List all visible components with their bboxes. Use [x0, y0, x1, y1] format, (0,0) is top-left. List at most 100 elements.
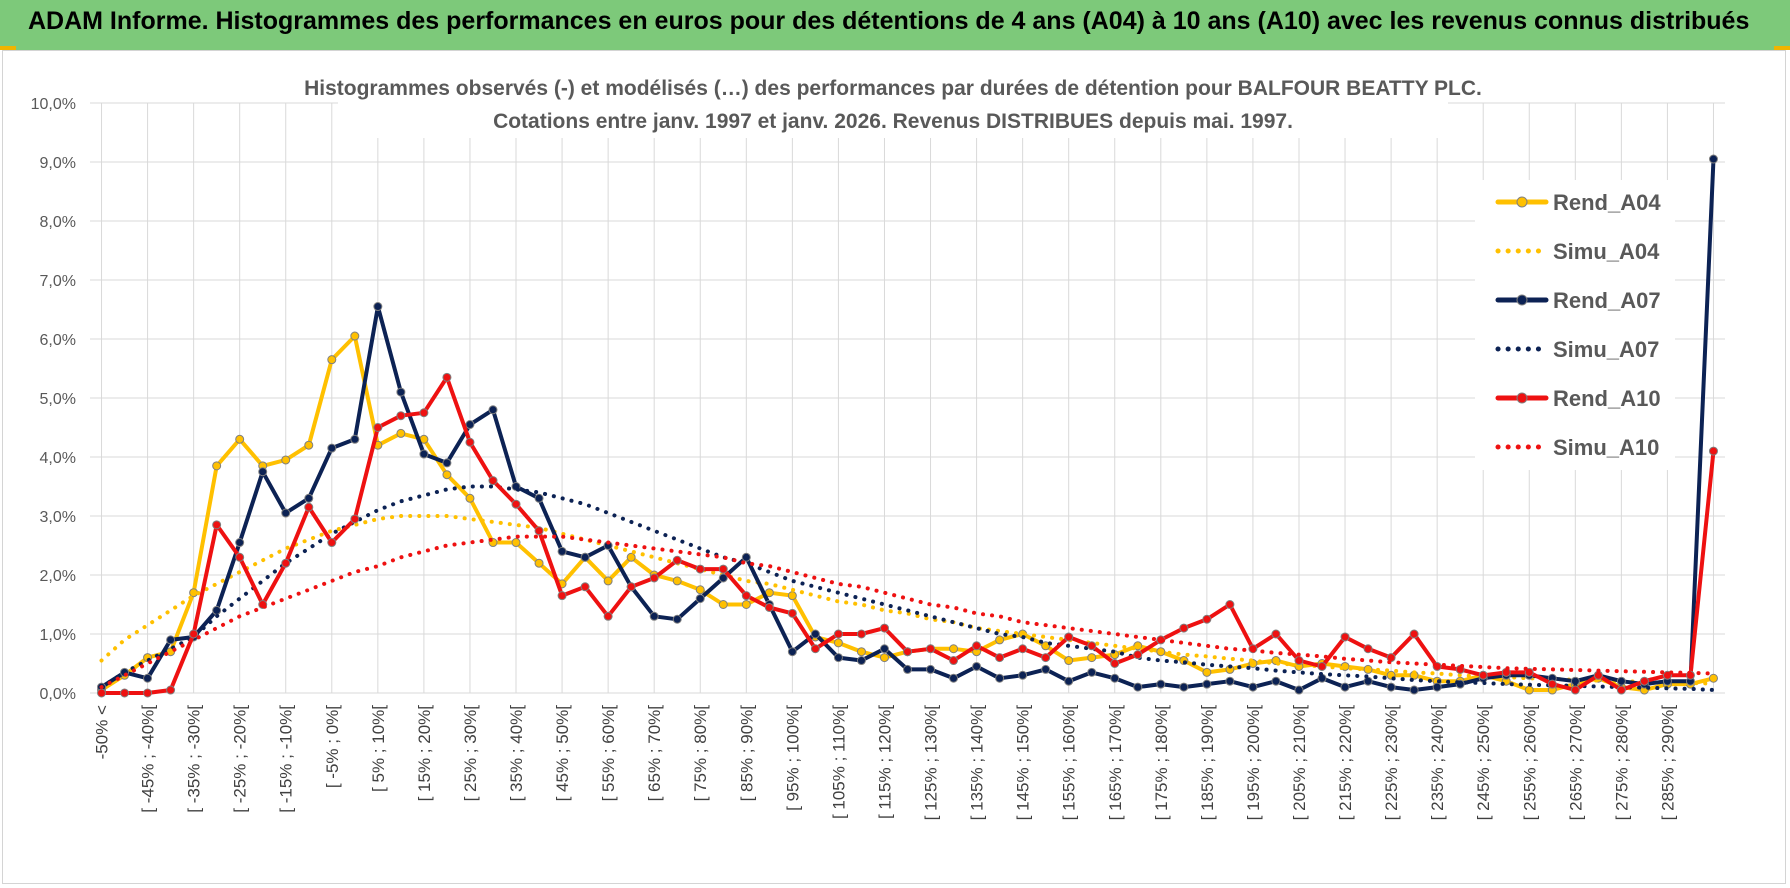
data-point-rend-a04 — [281, 455, 291, 465]
data-point-rend-a10 — [1087, 641, 1097, 651]
data-point-rend-a10 — [810, 644, 820, 654]
data-point-rend-a10 — [1202, 614, 1212, 624]
y-tick-label: 1,0% — [40, 627, 76, 644]
title-background — [338, 68, 1448, 138]
data-point-rend-a10 — [1524, 667, 1534, 677]
data-point-rend-a07 — [718, 573, 728, 583]
data-point-rend-a10 — [1018, 644, 1028, 654]
data-point-rend-a10 — [1478, 670, 1488, 680]
data-point-rend-a10 — [97, 688, 107, 698]
data-point-rend-a10 — [787, 608, 797, 618]
data-point-rend-a07 — [1271, 676, 1281, 686]
data-point-rend-a10 — [1110, 659, 1120, 668]
banner-accent-left — [0, 46, 16, 50]
x-tick-label: [ 65% ; 70%[ — [645, 705, 664, 802]
y-tick-label: 4,0% — [40, 450, 76, 467]
data-point-rend-a04 — [995, 635, 1005, 645]
data-point-rend-a10 — [235, 552, 245, 562]
data-point-rend-a04 — [949, 644, 959, 654]
legend-label-simu-a10: Simu_A10 — [1553, 435, 1659, 460]
data-point-rend-a04 — [534, 558, 544, 568]
data-point-rend-a07 — [212, 605, 222, 615]
data-point-rend-a04 — [235, 434, 245, 444]
data-point-rend-a07 — [1386, 682, 1396, 692]
y-axis-tick-labels: 0,0% 1,0% 2,0% 3,0% 4,0% 5,0% 6,0% 7,0% 8,0% 9,0%… — [31, 96, 76, 703]
y-tick-label: 6,0% — [40, 332, 76, 349]
data-point-rend-a10 — [304, 502, 314, 512]
data-point-rend-a04 — [327, 355, 337, 365]
data-point-rend-a10 — [580, 582, 590, 592]
series-line-simu-a07 — [99, 484, 1716, 692]
data-point-rend-a07 — [327, 443, 337, 453]
chart-title: Histogrammes observés (-) et modélisés (… — [304, 77, 1482, 100]
x-tick-label: [ -15% ; -10%[ — [277, 705, 296, 813]
y-tick-label: 3,0% — [40, 509, 76, 526]
data-point-rend-a04 — [1087, 653, 1097, 663]
data-point-rend-a07 — [1064, 676, 1074, 686]
data-point-rend-a07 — [442, 458, 452, 468]
data-point-rend-a10 — [672, 555, 682, 565]
data-point-rend-a04 — [879, 653, 889, 663]
data-point-rend-a04 — [672, 576, 682, 586]
data-point-rend-a07 — [1110, 673, 1120, 683]
data-point-rend-a10 — [212, 520, 222, 530]
data-point-rend-a04 — [856, 647, 866, 657]
legend-label-simu-a04: Simu_A04 — [1553, 239, 1660, 264]
data-point-rend-a07 — [1225, 676, 1235, 686]
banner-accent-right — [1774, 46, 1790, 50]
data-point-rend-a07 — [949, 673, 959, 683]
data-point-rend-a10 — [1616, 685, 1626, 695]
data-point-rend-a07 — [926, 664, 936, 674]
x-tick-label: [ 165% ; 170%[ — [1106, 705, 1125, 821]
y-tick-label: 7,0% — [40, 273, 76, 290]
data-point-rend-a04 — [603, 576, 613, 586]
x-tick-label: [ 95% ; 100%[ — [783, 705, 802, 811]
data-point-rend-a10 — [1294, 656, 1304, 666]
data-point-rend-a10 — [1271, 629, 1281, 639]
x-tick-label: [ 255% ; 260%[ — [1520, 705, 1539, 821]
data-point-rend-a10 — [833, 629, 843, 639]
data-point-rend-a10 — [350, 514, 360, 524]
series-simu-a04 — [99, 514, 1716, 686]
legend-item-rend-a04: Rend_A04 — [1495, 190, 1661, 215]
data-point-rend-a04 — [511, 538, 521, 548]
data-point-rend-a07 — [350, 434, 360, 444]
data-point-rend-a10 — [511, 499, 521, 509]
data-point-rend-a07 — [1133, 682, 1143, 692]
legend-item-simu-a10: Simu_A10 — [1495, 435, 1659, 460]
legend-marker-rend-a04 — [1516, 196, 1528, 208]
x-tick-label: [ 245% ; 250%[ — [1474, 705, 1493, 821]
legend-label-rend-a04: Rend_A04 — [1553, 190, 1661, 215]
legend-label-rend-a10: Rend_A10 — [1553, 386, 1661, 411]
x-tick-label: [ -25% ; -20%[ — [231, 705, 250, 813]
x-tick-label: [ -35% ; -30%[ — [185, 705, 204, 813]
data-point-rend-a07 — [143, 673, 153, 683]
y-tick-label: 8,0% — [40, 214, 76, 231]
data-point-rend-a10 — [1041, 653, 1051, 663]
legend-item-simu-a07: Simu_A07 — [1495, 337, 1659, 362]
data-point-rend-a10 — [741, 591, 751, 601]
data-point-rend-a04 — [741, 600, 751, 609]
data-point-rend-a07 — [557, 546, 567, 556]
data-point-rend-a10 — [903, 647, 912, 657]
x-tick-label: [ 85% ; 90%[ — [737, 705, 756, 802]
data-point-rend-a07 — [672, 614, 682, 624]
data-point-rend-a10 — [1317, 661, 1327, 671]
x-tick-label: [ 5% ; 10%[ — [369, 705, 388, 792]
legend-marker-rend-a07 — [1516, 294, 1528, 306]
data-point-rend-a07 — [1156, 679, 1166, 689]
legend: Rend_A04 Simu_A04 Rend_A07 Simu_A07 Rend_A10… — [1475, 180, 1675, 470]
data-point-rend-a04 — [1524, 685, 1534, 695]
data-point-rend-a07 — [1363, 676, 1373, 686]
series-layer — [97, 154, 1718, 698]
data-point-rend-a04 — [833, 638, 843, 648]
data-point-rend-a10 — [1225, 600, 1235, 609]
data-point-rend-a10 — [649, 573, 659, 583]
data-point-rend-a07 — [787, 647, 797, 657]
data-point-rend-a10 — [1386, 653, 1396, 663]
x-axis-tick-labels: -50% < [ -45% ; -40%[[ -35% ; -30%[[ -25%… — [93, 705, 1678, 821]
data-point-rend-a10 — [926, 644, 936, 654]
data-point-rend-a10 — [626, 582, 636, 592]
